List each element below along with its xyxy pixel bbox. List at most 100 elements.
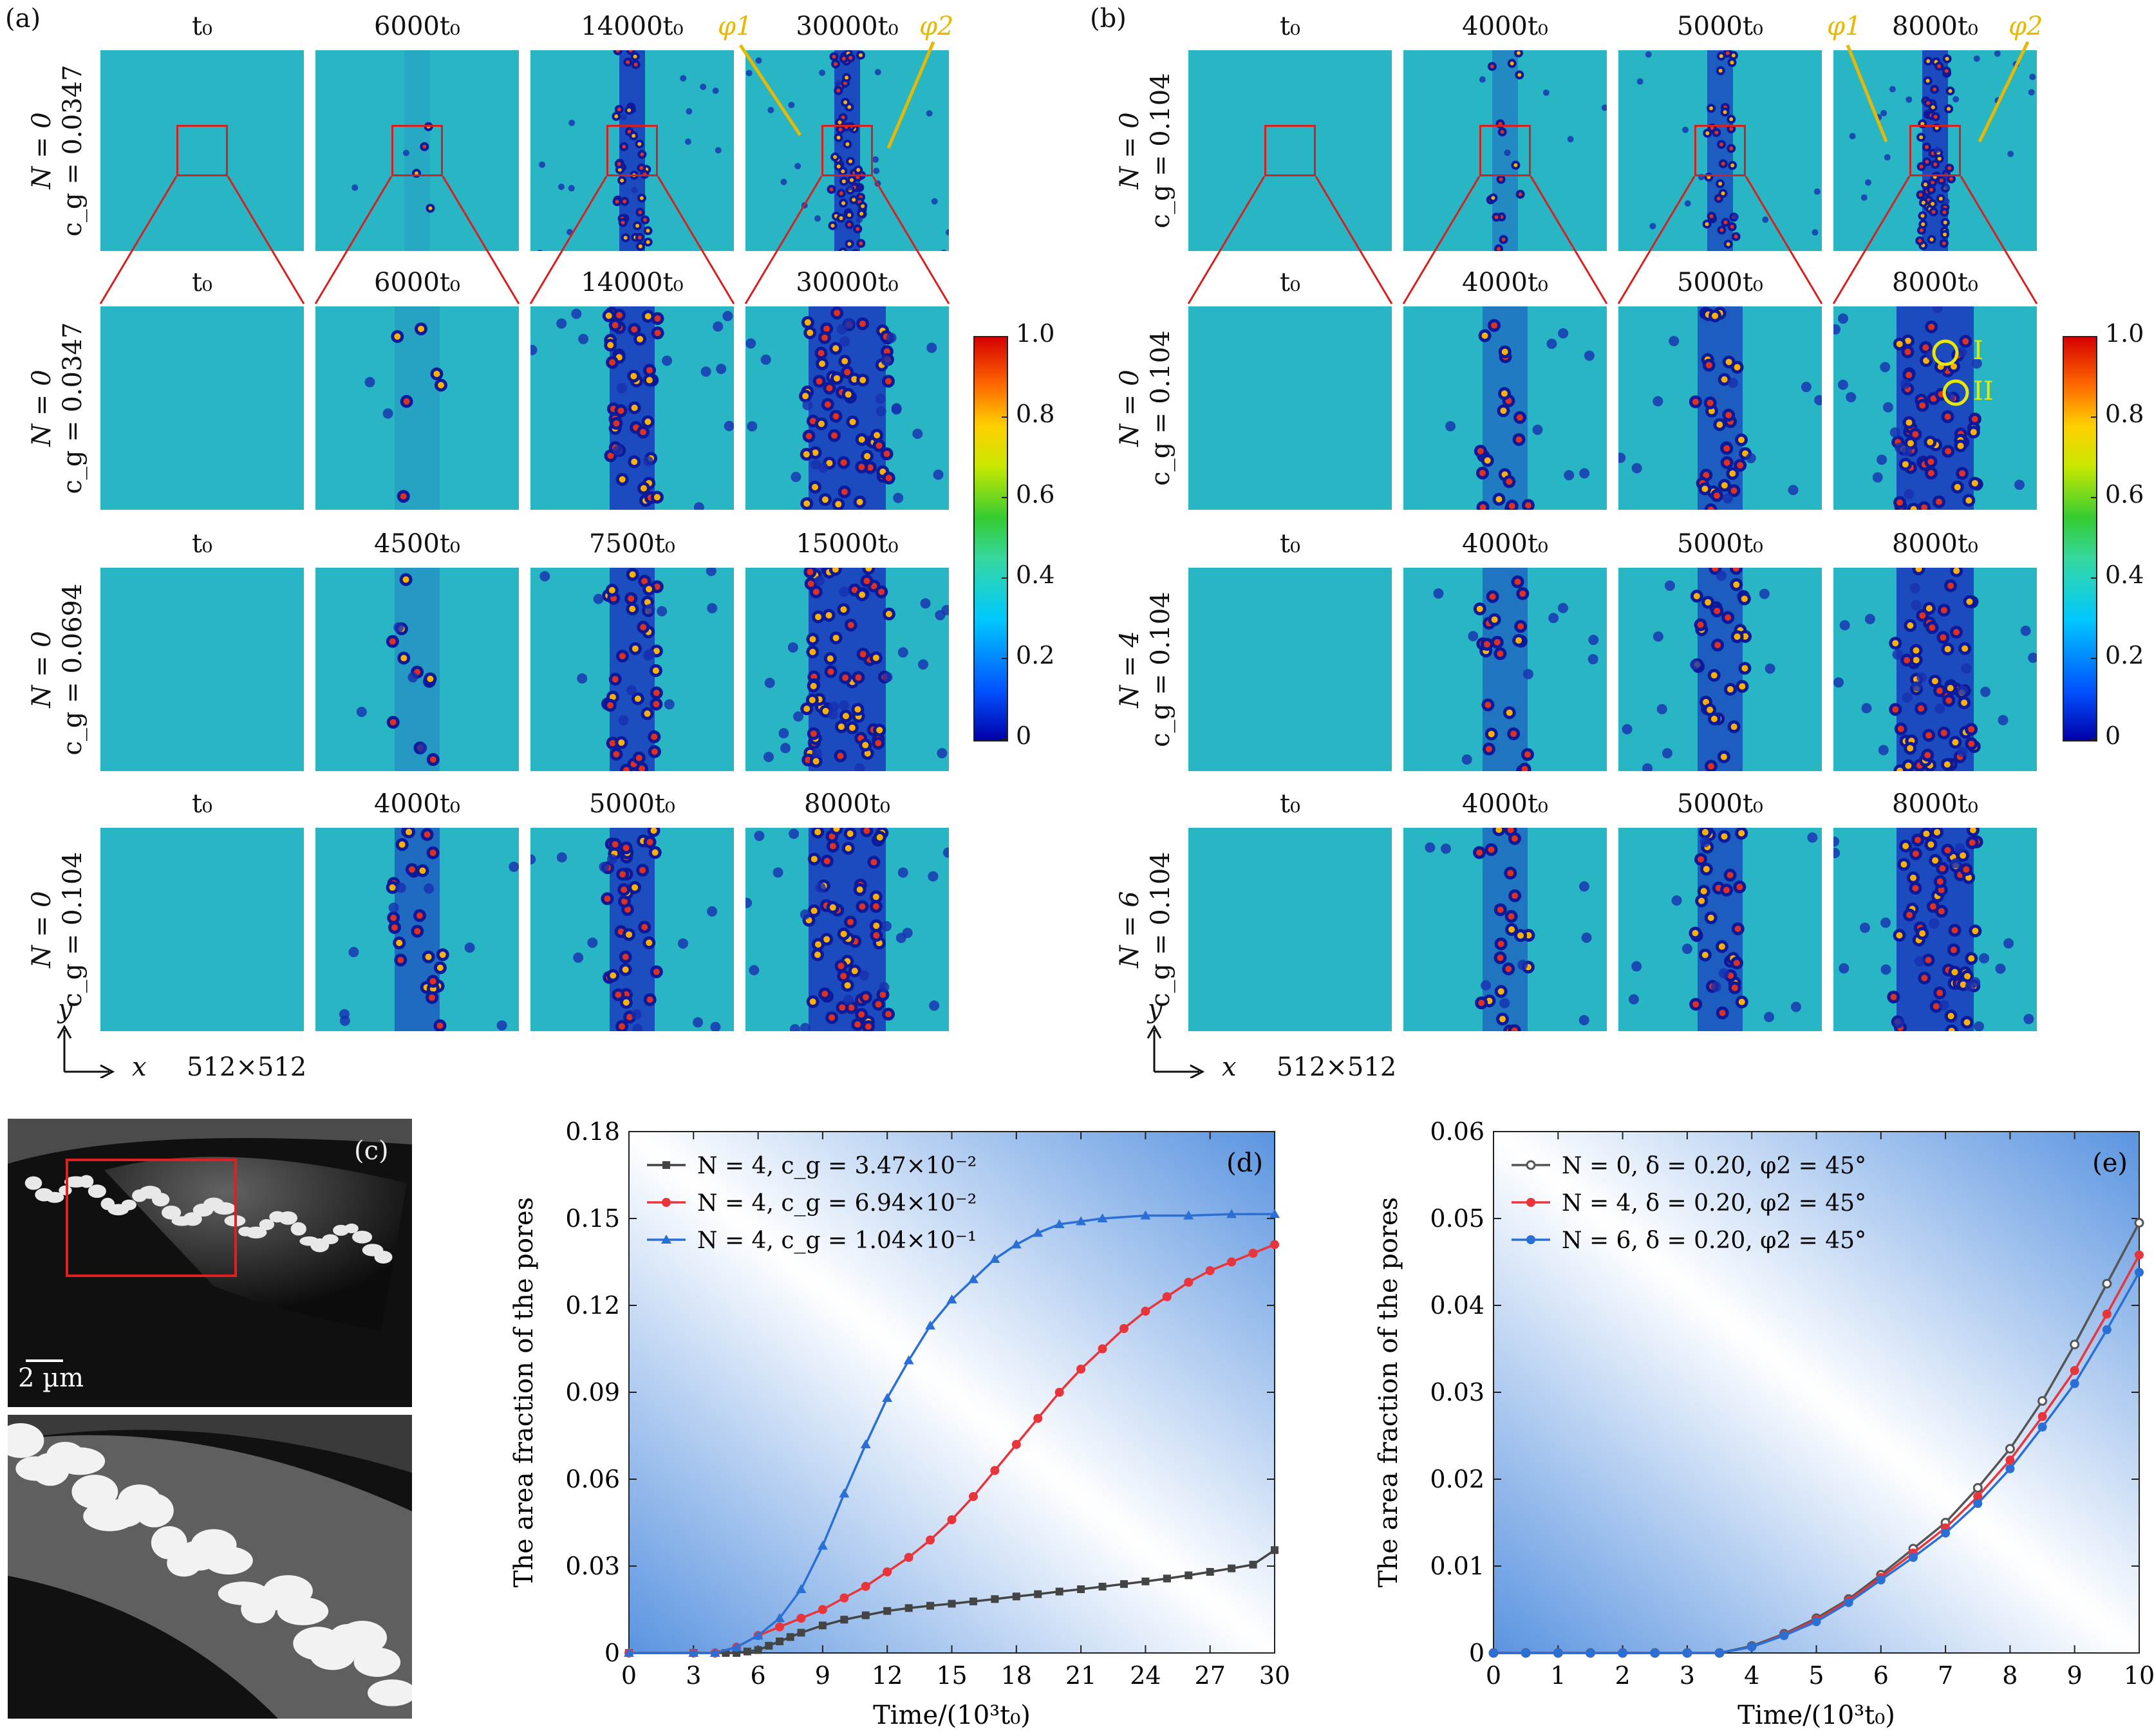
zoom-box bbox=[1479, 125, 1531, 176]
series-1-point bbox=[2135, 1250, 2144, 1260]
series-1-point bbox=[1184, 1278, 1194, 1287]
series-2-point bbox=[1269, 1209, 1280, 1218]
series-0-point bbox=[1271, 1546, 1278, 1554]
colorbar-tick-0-2: 0.6 bbox=[1016, 480, 1055, 509]
x-tick-label: 15 bbox=[936, 1661, 967, 1690]
chart-e: 0 1 2 3 4 5 6 7 8 9 10 0 0.01 0.02 0.03 0.04 0.05 0.06 Tim… bbox=[1374, 1117, 2154, 1730]
time-label-b-3-2: 5000t₀ bbox=[1677, 789, 1763, 819]
panel-label-b: (b) bbox=[1090, 4, 1127, 33]
row-cg-a-2: c_g = 0.0694 bbox=[58, 583, 88, 756]
series-0-point bbox=[1034, 1590, 1042, 1598]
series-2-point bbox=[2102, 1325, 2112, 1334]
colorbar-tick-0-3: 0.4 bbox=[1016, 561, 1055, 589]
colorbar-tick-0-4: 0.2 bbox=[1016, 641, 1055, 669]
legend-marker-1 bbox=[1526, 1198, 1535, 1207]
series-0-point bbox=[2134, 1218, 2144, 1228]
colorbar-tick-0-5: 0 bbox=[1016, 722, 1032, 750]
colorbar-tick-1-1: 0.8 bbox=[2105, 400, 2144, 428]
series-2-point bbox=[1033, 1227, 1044, 1237]
series-2-point bbox=[903, 1355, 914, 1365]
axis-y-label-b: y bbox=[1148, 994, 1163, 1024]
row-label-a-3: N = 0 c_g = 0.104 bbox=[26, 823, 88, 1036]
row-label-b-2: N = 4 c_g = 0.104 bbox=[1114, 563, 1176, 776]
x-tick-label: 0 bbox=[1486, 1661, 1501, 1690]
series-2-point bbox=[1183, 1210, 1194, 1220]
series-2-point bbox=[1682, 1648, 1692, 1657]
series-1-point bbox=[2005, 1455, 2015, 1465]
x-tick-label: 3 bbox=[1680, 1661, 1695, 1690]
colorbar-tick-1-0: 1.0 bbox=[2105, 319, 2144, 348]
x-tick-label: 10 bbox=[2124, 1661, 2154, 1690]
series-2-point bbox=[2037, 1423, 2047, 1432]
series-2-point bbox=[1226, 1209, 1237, 1218]
marker-ii: II bbox=[1973, 377, 1994, 406]
zoom-box bbox=[606, 125, 658, 176]
y-tick-label: 0.05 bbox=[1430, 1204, 1484, 1233]
x-axis-label: Time/(10³t₀) bbox=[1737, 1701, 1895, 1730]
series-1-point bbox=[968, 1492, 978, 1501]
time-label-b-2-3: 8000t₀ bbox=[1892, 529, 1978, 559]
time-label-a-0-0: t₀ bbox=[191, 12, 213, 41]
sim-tile-a-1-1 bbox=[315, 306, 519, 510]
series-0-point bbox=[2005, 1444, 2015, 1454]
y-tick-label: 0.04 bbox=[1430, 1291, 1484, 1320]
colorbar-b bbox=[2063, 336, 2097, 742]
legend-label-1: N = 4, δ = 0.20, φ2 = 45° bbox=[1562, 1190, 1866, 1217]
x-tick-label: 9 bbox=[2067, 1661, 2083, 1690]
time-label-b-2-2: 5000t₀ bbox=[1677, 529, 1763, 559]
time-label-a-2-0: t₀ bbox=[191, 529, 213, 559]
series-2-point bbox=[2005, 1464, 2015, 1473]
xy-axes-glyph-b bbox=[1147, 1024, 1205, 1078]
time-label-b-1-3: 8000t₀ bbox=[1892, 268, 1978, 297]
sim-tile-b-1-1 bbox=[1403, 306, 1607, 510]
y-tick-label: 0.15 bbox=[565, 1204, 620, 1233]
colorbar-tick-1-3: 0.4 bbox=[2105, 561, 2144, 589]
x-tick-label: 3 bbox=[686, 1661, 701, 1690]
micrograph-bottom bbox=[8, 1415, 412, 1719]
series-0-point bbox=[1249, 1560, 1257, 1569]
row-n-a-3: N = 0 bbox=[27, 891, 57, 968]
zoom-box bbox=[1264, 125, 1316, 176]
x-tick-label: 24 bbox=[1130, 1661, 1161, 1690]
y-tick-label: 0.18 bbox=[565, 1117, 620, 1146]
x-axis-label: Time/(10³t₀) bbox=[873, 1701, 1031, 1730]
sim-tile-b-1-2 bbox=[1618, 306, 1822, 510]
colorbar-tickmark bbox=[1002, 738, 1008, 740]
series-0-point bbox=[1012, 1592, 1020, 1601]
row-label-a-2: N = 0 c_g = 0.0694 bbox=[26, 563, 88, 776]
series-1-point bbox=[1205, 1266, 1215, 1275]
series-2-point bbox=[1553, 1648, 1563, 1657]
sim-tile-b-0-1 bbox=[1403, 50, 1607, 251]
y-tick-label: 0.06 bbox=[1430, 1117, 1484, 1146]
plot-background bbox=[629, 1132, 1275, 1653]
x-tick-label: 6 bbox=[751, 1661, 766, 1690]
series-0-point bbox=[743, 1647, 751, 1656]
series-1-point bbox=[818, 1605, 827, 1614]
time-label-b-3-1: 4000t₀ bbox=[1462, 789, 1548, 819]
time-label-b-3-3: 8000t₀ bbox=[1892, 789, 1978, 819]
sim-tile-a-0-3 bbox=[745, 50, 949, 251]
x-tick-label: 2 bbox=[1615, 1661, 1631, 1690]
colorbar-tickmark bbox=[2091, 416, 2097, 418]
row-n-a-2: N = 0 bbox=[27, 631, 57, 708]
legend-marker-1 bbox=[662, 1198, 671, 1207]
series-2-point bbox=[2070, 1379, 2079, 1388]
legend-label-2: N = 6, δ = 0.20, φ2 = 45° bbox=[1562, 1227, 1866, 1254]
row-n-b-2: N = 4 bbox=[1115, 631, 1145, 708]
colorbar-tick-1-5: 0 bbox=[2105, 722, 2121, 750]
sim-tile-b-0-3 bbox=[1833, 50, 2037, 251]
y-tick-label: 0.06 bbox=[565, 1465, 620, 1493]
time-label-a-1-2: 14000t₀ bbox=[581, 268, 684, 297]
sim-tile-a-3-1 bbox=[315, 828, 519, 1031]
sim-tile-a-2-3 bbox=[745, 568, 949, 771]
sim-tile-b-0-0 bbox=[1188, 50, 1392, 251]
legend-label-0: N = 0, δ = 0.20, φ2 = 45° bbox=[1562, 1153, 1866, 1179]
colorbar-tick-0-1: 0.8 bbox=[1016, 400, 1055, 428]
series-2-point bbox=[1489, 1648, 1498, 1657]
panel-label-a: (a) bbox=[5, 4, 41, 33]
series-0-point bbox=[818, 1621, 827, 1630]
sim-tile-b-3-1 bbox=[1403, 828, 1607, 1031]
sim-tile-a-3-2 bbox=[530, 828, 734, 1031]
phi2-label-b: φ2 bbox=[2009, 12, 2043, 41]
zoom-lines bbox=[99, 41, 2038, 304]
